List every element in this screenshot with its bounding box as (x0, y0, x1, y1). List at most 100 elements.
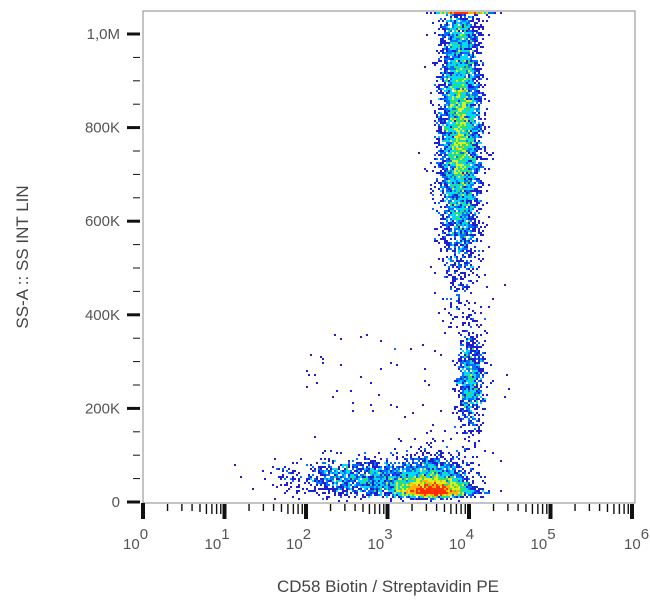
density-cell (328, 488, 330, 490)
density-cell (412, 484, 414, 486)
density-cell (454, 242, 456, 244)
density-cell (484, 226, 486, 228)
density-cell (480, 26, 482, 28)
density-cell (448, 92, 450, 94)
density-cell (464, 88, 466, 90)
density-cell (450, 74, 452, 76)
density-cell (240, 476, 242, 478)
density-cell (360, 484, 362, 486)
density-cell (474, 360, 476, 362)
density-cell (470, 392, 472, 394)
density-cell (472, 320, 474, 322)
density-cell (436, 452, 438, 454)
density-cell (400, 480, 402, 482)
density-cell (488, 168, 490, 170)
density-cell (452, 104, 454, 106)
density-cell (290, 478, 292, 480)
density-cell (452, 76, 454, 78)
density-cell (464, 50, 466, 52)
density-cell (414, 488, 416, 490)
density-cell (458, 474, 460, 476)
density-cell (434, 158, 436, 160)
density-cell (460, 86, 462, 88)
density-cell (460, 344, 462, 346)
density-cell (394, 478, 396, 480)
density-cell (466, 78, 468, 80)
density-cell (470, 124, 472, 126)
density-cell (376, 470, 378, 472)
density-cell (462, 92, 464, 94)
density-cell (474, 196, 476, 198)
density-cell (358, 482, 360, 484)
density-cell (466, 30, 468, 32)
density-cell (448, 170, 450, 172)
density-cell (396, 484, 398, 486)
x-minor-tick (531, 504, 534, 514)
density-cell (466, 54, 468, 56)
density-cell (448, 164, 450, 166)
density-cell (310, 490, 312, 492)
density-cell (460, 40, 462, 42)
density-cell (480, 130, 482, 132)
density-cell (436, 466, 438, 468)
density-cell (442, 472, 444, 474)
density-cell (362, 474, 364, 476)
x-minor-tick (606, 504, 609, 512)
density-cell (352, 478, 354, 480)
density-cell (478, 364, 480, 366)
density-cell (384, 466, 386, 468)
density-cell (370, 462, 372, 464)
density-cell (472, 92, 474, 94)
density-cell (466, 86, 468, 88)
density-cell (470, 58, 472, 60)
density-cell (374, 476, 376, 478)
density-cell (440, 174, 442, 176)
density-cell (458, 368, 460, 370)
density-cell (462, 216, 464, 218)
density-cell (470, 42, 472, 44)
density-cell (338, 472, 340, 474)
density-cell (470, 462, 472, 464)
density-cell (456, 146, 458, 148)
density-cell (348, 466, 350, 468)
density-cell (426, 478, 428, 480)
density-cell (440, 498, 442, 500)
density-cell (464, 352, 466, 354)
density-cell (386, 466, 388, 468)
density-cell (454, 172, 456, 174)
density-cell (378, 468, 380, 470)
density-cell (474, 338, 476, 340)
density-cell (436, 146, 438, 148)
density-cell (356, 486, 358, 488)
density-cell (474, 56, 476, 58)
density-cell (460, 420, 462, 422)
density-cell (472, 386, 474, 388)
density-cell (456, 290, 458, 292)
density-cell (470, 326, 472, 328)
density-cell (374, 466, 376, 468)
density-cell (452, 158, 454, 160)
density-cell (440, 494, 442, 496)
density-cell (364, 474, 366, 476)
density-cell (452, 476, 454, 478)
density-cell (384, 494, 386, 496)
density-cell (308, 474, 310, 476)
density-cell (306, 386, 308, 388)
density-cell (474, 218, 476, 220)
density-cell (440, 90, 442, 92)
density-cell (448, 32, 450, 34)
density-cell (468, 226, 470, 228)
density-cell (474, 62, 476, 64)
density-cell (478, 26, 480, 28)
density-cell (438, 92, 440, 94)
x-tick-label: 103 (368, 526, 393, 553)
density-cell (458, 228, 460, 230)
density-cell (446, 62, 448, 64)
density-cell (458, 382, 460, 384)
density-cell (338, 476, 340, 478)
density-cell (460, 494, 462, 496)
density-cell (456, 218, 458, 220)
density-cell (464, 12, 466, 14)
density-cell (468, 122, 470, 124)
density-cell (432, 490, 434, 492)
